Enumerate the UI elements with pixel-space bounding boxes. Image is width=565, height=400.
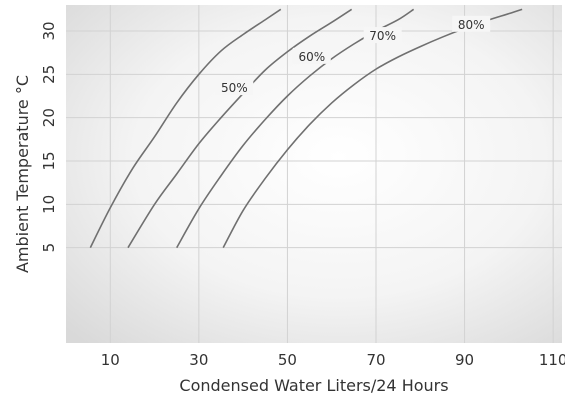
curve-labels: 50% 60% 70% 80%: [215, 15, 491, 96]
x-tick-label: 70: [366, 351, 385, 369]
x-tick-label: 50: [278, 351, 297, 369]
y-tick-label: 20: [40, 108, 58, 127]
x-axis-title: Condensed Water Liters/24 Hours: [179, 376, 448, 395]
x-tick-label: 30: [189, 351, 208, 369]
curve-label-bg-60: [292, 47, 331, 64]
curve-label-70: 70%: [369, 29, 396, 43]
curve-label-bg-80: [452, 15, 491, 32]
y-tick-label: 5: [40, 243, 58, 253]
curve-label-60: 60%: [298, 50, 325, 64]
humidity-curve-50: [89, 8, 282, 249]
x-tick-label: 90: [455, 351, 474, 369]
y-tick-label: 15: [40, 151, 58, 170]
curve-label-50: 50%: [221, 81, 248, 95]
x-tick-label: 110: [539, 351, 565, 369]
y-axis-title: Ambient Temperature °C: [13, 75, 32, 273]
y-tick-label: 30: [40, 21, 58, 40]
y-tick-label: 10: [40, 195, 58, 214]
curve-label-80: 80%: [458, 18, 485, 32]
y-tick-label: 25: [40, 65, 58, 84]
curve-label-bg-70: [363, 27, 402, 44]
gridlines: [66, 5, 562, 343]
curve-label-bg-50: [215, 79, 254, 96]
x-tick-label: 10: [101, 351, 120, 369]
tick-labels: 10 30 50 70 90 110 5 10 15 20 25 30: [40, 21, 565, 369]
